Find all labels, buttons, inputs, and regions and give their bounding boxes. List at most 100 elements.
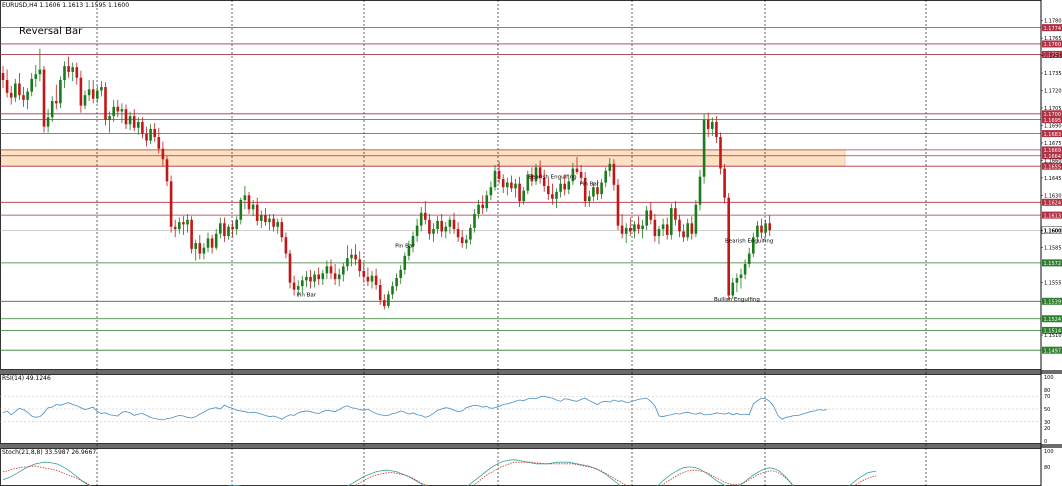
candle-body[interactable] [354,254,357,260]
candle-body[interactable] [698,176,702,205]
supply-zone[interactable] [0,149,846,167]
candle-body[interactable] [686,223,689,238]
candle-body[interactable] [727,197,730,296]
candle-body[interactable] [747,253,751,265]
candle-body[interactable] [633,224,636,232]
candle-body[interactable] [530,174,534,182]
candle-body[interactable] [588,196,591,202]
candle-body[interactable] [378,284,382,301]
candle-body[interactable] [276,222,279,227]
candle-body[interactable] [202,247,206,254]
candle-body[interactable] [178,222,181,230]
candle-body[interactable] [518,183,521,202]
candle-body[interactable] [55,100,58,104]
candle-body[interactable] [571,168,575,182]
candle-body[interactable] [63,66,66,81]
candle-body[interactable] [26,91,29,100]
candle-body[interactable] [59,80,62,104]
candle-body[interactable] [116,106,120,112]
candle-body[interactable] [711,121,714,129]
candle-body[interactable] [141,121,144,134]
candle-body[interactable] [255,204,259,221]
candle-body[interactable] [247,195,251,210]
candle-body[interactable] [198,243,202,254]
candle-body[interactable] [50,100,54,118]
candle-body[interactable] [575,168,579,173]
candle-body[interactable] [670,208,673,235]
candle-body[interactable] [489,187,493,196]
candle-body[interactable] [296,286,300,290]
candle-body[interactable] [317,274,320,280]
candle-body[interactable] [612,163,616,185]
candle-body[interactable] [186,219,189,225]
candle-body[interactable] [551,194,554,199]
candle-body[interactable] [67,66,70,72]
candle-body[interactable] [214,233,218,248]
candle-body[interactable] [440,220,443,232]
candle-body[interactable] [719,137,722,169]
candle-body[interactable] [337,274,341,280]
candle-body[interactable] [514,183,517,189]
candle-body[interactable] [301,280,304,287]
candle-body[interactable] [100,87,103,91]
candle-body[interactable] [87,89,91,96]
candle-body[interactable] [555,191,558,199]
candle-body[interactable] [760,225,763,233]
candle-body[interactable] [415,225,419,237]
candle-body[interactable] [665,224,669,235]
candle-body[interactable] [14,83,17,98]
candle-body[interactable] [583,177,587,202]
candle-body[interactable] [5,80,9,93]
candle-body[interactable] [600,182,603,195]
candle-body[interactable] [682,231,685,238]
candle-body[interactable] [391,286,394,295]
candle-body[interactable] [18,83,21,96]
candle-body[interactable] [30,78,33,92]
candle-body[interactable] [542,177,546,187]
candle-body[interactable] [465,239,468,244]
candle-body[interactable] [674,208,677,220]
candle-body[interactable] [38,69,42,75]
candle-body[interactable] [223,223,226,237]
candle-body[interactable] [288,253,292,283]
candle-body[interactable] [534,167,538,182]
candle-body[interactable] [702,119,706,177]
candle-body[interactable] [370,275,374,282]
candle-body[interactable] [79,77,83,106]
candle-body[interactable] [473,213,476,228]
candle-body[interactable] [522,190,525,202]
candle-body[interactable] [91,89,95,99]
candle-body[interactable] [137,121,140,128]
candle-body[interactable] [313,274,316,282]
candle-body[interactable] [169,181,173,227]
candle-body[interactable] [165,159,169,182]
candle-body[interactable] [641,225,644,230]
candle-body[interactable] [661,224,665,230]
candle-body[interactable] [235,219,238,230]
candle-body[interactable] [678,219,681,232]
candle-body[interactable] [739,274,743,279]
candle-body[interactable] [75,67,79,78]
candle-body[interactable] [243,195,247,200]
candle-body[interactable] [366,276,370,282]
candle-body[interactable] [358,259,361,272]
candle-body[interactable] [42,69,46,127]
candle-body[interactable] [768,223,771,231]
candle-body[interactable] [383,300,386,306]
candle-body[interactable] [756,225,759,238]
candle-body[interactable] [694,204,698,234]
candle-body[interactable] [764,223,767,233]
candle-body[interactable] [645,210,648,226]
pane-separator[interactable] [0,370,1062,374]
candle-body[interactable] [567,181,571,190]
candle-body[interactable] [194,243,197,249]
candle-body[interactable] [96,90,99,99]
candle-body[interactable] [715,121,718,138]
candle-body[interactable] [477,204,480,214]
candle-body[interactable] [108,116,111,120]
candle-body[interactable] [173,226,177,230]
candle-body[interactable] [629,227,632,232]
